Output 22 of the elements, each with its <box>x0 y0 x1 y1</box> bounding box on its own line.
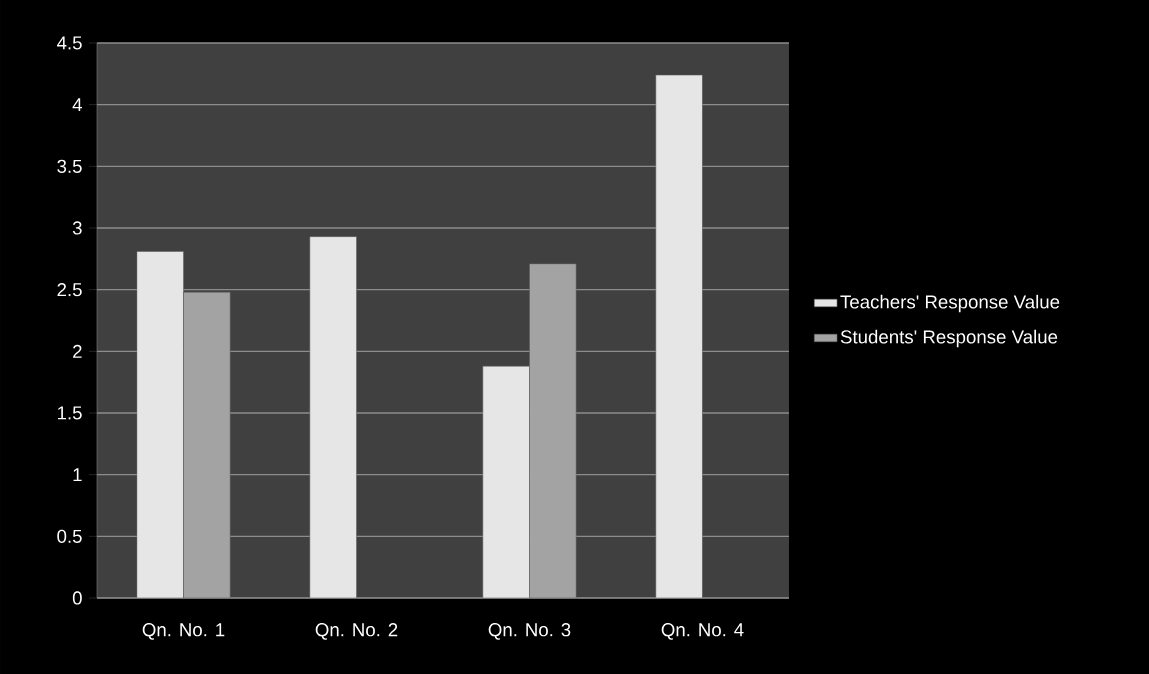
legend-label: Teachers' Response Value <box>840 294 1060 313</box>
y-tick-label: 3.5 <box>57 159 82 173</box>
bar <box>529 263 577 598</box>
y-tick-label: 1.5 <box>57 406 82 420</box>
bar <box>655 74 703 598</box>
x-tick-label: Qn. No. 1 <box>142 623 225 640</box>
y-tick-label: 2.5 <box>57 283 82 297</box>
y-tick-label: 3 <box>72 221 82 235</box>
legend-label: Students' Response Value <box>840 329 1058 348</box>
y-tick-label: 0 <box>72 591 82 605</box>
y-tick-label: 1 <box>73 468 82 482</box>
y-tick-label: 0.5 <box>57 529 82 543</box>
x-tick-label: Qn. No. 2 <box>315 623 398 640</box>
y-tick-label: 4 <box>72 98 82 112</box>
bar <box>136 251 184 598</box>
bar <box>482 365 530 598</box>
bar <box>183 291 231 598</box>
y-tick-label: 4.5 <box>56 36 82 50</box>
y-tick-label: 2 <box>73 344 82 358</box>
bar <box>309 236 357 598</box>
x-tick-label: Qn. No. 3 <box>488 623 571 640</box>
x-tick-label: Qn. No. 4 <box>661 623 744 640</box>
